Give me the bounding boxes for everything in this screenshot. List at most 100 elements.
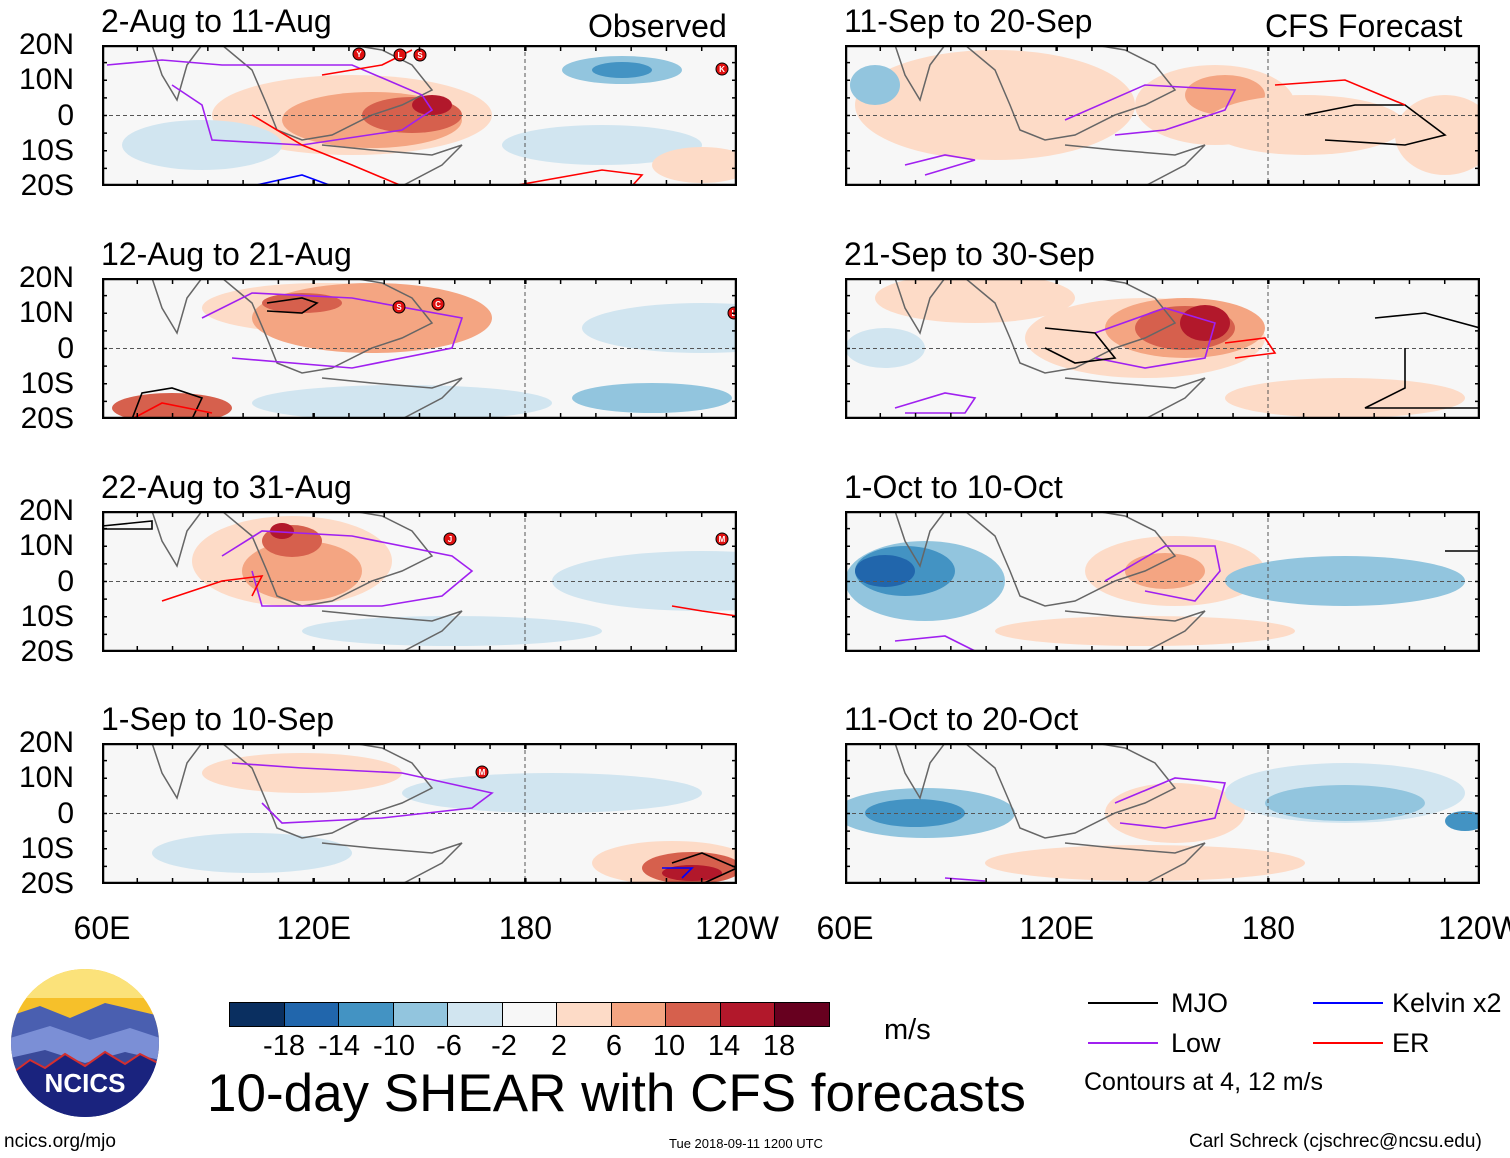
map-panel: M: [102, 743, 737, 884]
colorbar-tick-label: 18: [762, 1030, 796, 1062]
coastline: [964, 511, 1177, 607]
shear-anomaly-region: [302, 616, 602, 646]
coastline: [964, 743, 1177, 839]
colorbar-swatch: [448, 1003, 503, 1026]
shear-anomaly-region: [572, 383, 732, 413]
wave-contour: [102, 520, 153, 530]
tropical-cyclone-icon: [392, 300, 406, 314]
colorbar-tick-label: -6: [436, 1030, 462, 1062]
wave-contour: [266, 297, 319, 314]
wave-contour: [251, 114, 403, 186]
lon-tick-label: 120W: [1438, 910, 1510, 946]
wave-contour: [1364, 312, 1480, 409]
shear-anomaly-region: [850, 65, 900, 105]
lon-tick-label: 60E: [816, 910, 874, 946]
storm-label: S: [417, 51, 423, 60]
coastline: [321, 842, 463, 884]
shear-anomaly-region: [252, 283, 492, 353]
legend-low-label: Low: [1171, 1028, 1221, 1058]
lat-tick-label: 10S: [20, 366, 74, 400]
shear-anomaly-region: [122, 120, 282, 170]
lat-tick-label: 0: [57, 796, 74, 830]
lat-tick-label: 20S: [20, 169, 74, 202]
coastline: [964, 45, 1177, 141]
map-panel: [845, 278, 1480, 419]
shear-anomaly-region: [662, 865, 722, 881]
tropical-cyclone-icon: [475, 765, 489, 779]
shear-anomaly-region: [1225, 378, 1465, 418]
coastline: [151, 45, 203, 102]
tropical-cyclone-icon: [352, 47, 366, 61]
wave-contour: [251, 174, 333, 186]
coastline: [151, 278, 203, 335]
colorbar-swatch: [230, 1003, 285, 1026]
colorbar-swatch: [284, 1003, 339, 1026]
shear-anomaly-region: [995, 616, 1295, 646]
footer-timestamp: Tue 2018-09-11 1200 UTC: [669, 1136, 823, 1151]
coastline: [1064, 377, 1206, 419]
tropical-cyclone-icon: [443, 532, 457, 546]
storm-label: L: [398, 51, 403, 60]
footer-url[interactable]: ncics.org/mjo: [4, 1131, 116, 1152]
legend-er-label: ER: [1392, 1028, 1430, 1058]
colorbar-tick-label: -18: [263, 1030, 305, 1062]
storm-label: S: [396, 303, 402, 312]
colorbar-swatch: [611, 1003, 666, 1026]
colorbar-units: m/s: [884, 1014, 931, 1046]
shear-anomaly-region: [1445, 811, 1480, 831]
panel-title: 22-Aug to 31-Aug: [101, 469, 352, 505]
wave-contour: [106, 59, 434, 146]
wave-contour: [131, 402, 213, 419]
shear-anomaly-region: [855, 555, 915, 587]
colorbar: [229, 1002, 830, 1027]
coastline: [321, 610, 463, 652]
shear-anomaly-region: [1395, 95, 1480, 175]
coastline: [1064, 144, 1206, 186]
wave-contour: [894, 635, 976, 652]
lon-tick-label: 180: [1241, 910, 1296, 946]
lat-tick-label: 10S: [20, 133, 74, 167]
legend-er-line: [1313, 1042, 1383, 1044]
wave-contour: [1104, 545, 1221, 602]
storm-label: C: [435, 300, 441, 309]
wave-contour: [904, 154, 976, 176]
wave-contour: [1114, 777, 1227, 829]
colorbar-swatch: [502, 1003, 557, 1026]
shear-anomaly-region: [412, 95, 452, 115]
coastline: [151, 511, 203, 568]
map-panel: [845, 743, 1480, 884]
coastline: [894, 743, 946, 800]
lat-tick-label: 0: [57, 564, 74, 598]
lat-tick-label: 10N: [18, 761, 74, 795]
panel-title: 21-Sep to 30-Sep: [844, 236, 1095, 272]
shear-anomaly-region: [152, 833, 352, 873]
lat-tick-label: 20N: [18, 28, 74, 61]
shear-anomaly-region: [502, 125, 702, 165]
shear-anomaly-region: [242, 541, 362, 601]
wave-contour: [1094, 307, 1216, 369]
lat-tick-label: 10S: [20, 831, 74, 865]
legend-note: Contours at 4, 12 m/s: [1084, 1068, 1324, 1096]
wave-contour: [511, 169, 644, 186]
shear-anomaly-region: [402, 773, 702, 813]
lat-tick-label: 20N: [18, 261, 74, 294]
lat-tick-label: 0: [57, 331, 74, 365]
shear-anomaly-region: [1180, 305, 1230, 341]
colorbar-swatch: [720, 1003, 775, 1026]
coastline: [221, 278, 434, 374]
lon-tick-label: 120E: [276, 910, 352, 946]
map-panel: [845, 45, 1480, 186]
coastline: [221, 743, 434, 839]
coastline: [321, 144, 463, 186]
lon-tick-label: 120W: [695, 910, 779, 946]
shear-anomaly-region: [1205, 95, 1405, 155]
colorbar-tick-label: 10: [652, 1030, 686, 1062]
tropical-cyclone-icon: [393, 48, 407, 62]
legend-mjo-label: MJO: [1171, 988, 1228, 1018]
wave-contour: [221, 530, 474, 607]
coastline: [894, 45, 946, 102]
lon-tick-label: 180: [498, 910, 553, 946]
wave-contour: [231, 762, 494, 824]
